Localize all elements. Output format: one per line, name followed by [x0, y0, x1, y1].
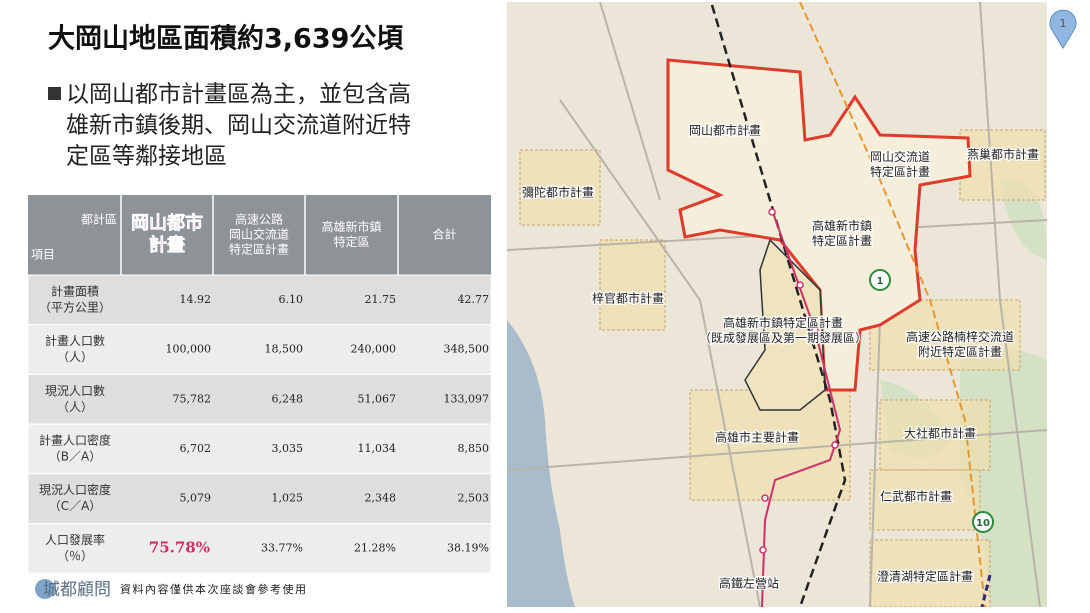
table-row-bg	[27, 324, 492, 375]
row-label: 計畫人口數	[45, 333, 105, 348]
table-cell: 42.77	[458, 293, 490, 306]
column-header: 合計	[432, 227, 456, 242]
corner-top: 都計區	[81, 212, 117, 227]
map-label: 仁武都市計畫	[880, 489, 952, 504]
row-label: 現況人口密度	[39, 482, 111, 497]
map	[507, 2, 1047, 607]
map-label: （既成發展區及第一期發展區）	[699, 330, 867, 345]
row-label: 人口發展率	[45, 532, 105, 547]
map-label: 高鐵左營站	[719, 576, 779, 591]
map-label: 澄清湖特定區計畫	[877, 569, 973, 584]
table-row-bg	[27, 373, 492, 425]
map-label: 燕巢都市計畫	[967, 147, 1039, 162]
table-cell: 2,348	[365, 492, 397, 505]
table-cell: 51,067	[358, 392, 397, 405]
row-label: 計畫面積	[51, 283, 99, 298]
table-cell: 21.75	[365, 293, 397, 306]
table-cell: 100,000	[166, 343, 212, 356]
table-cell: 6,702	[180, 442, 212, 455]
bullet-line: 雄新市鎮後期、岡山交流道附近特	[66, 113, 411, 139]
column-header-highlight: 岡山都市	[131, 212, 203, 234]
table-cell: 8,850	[458, 442, 490, 455]
table-cell: 2,503	[458, 492, 490, 505]
table-cell: 11,034	[358, 442, 397, 455]
column-header: 高速公路	[235, 212, 283, 227]
table-cell: 75,782	[173, 392, 212, 405]
row-label: （B／A）	[49, 449, 101, 463]
map-label: 高雄新市鎮	[812, 218, 872, 233]
bullet-line: 以岡山都市計畫區為主，並包含高	[66, 82, 411, 108]
map-label: 岡山都市計畫	[689, 123, 761, 138]
footer-note: 資料內容僅供本次座談會參考使用	[120, 582, 308, 596]
table-cell: 18,500	[265, 343, 304, 356]
table-cell: 38.19%	[447, 541, 489, 554]
logo-icon	[35, 579, 55, 599]
table-cell: 348,500	[444, 343, 490, 356]
page-number: 1	[1060, 17, 1067, 30]
column-header: 特定區	[333, 234, 369, 249]
map-label: 高雄市主要計畫	[715, 430, 799, 445]
corner-bottom: 項目	[31, 248, 55, 262]
column-header: 岡山交流道	[229, 227, 289, 242]
route-number: 1	[877, 276, 884, 287]
table-cell: 1,025	[272, 492, 304, 505]
row-label: （C／A）	[49, 499, 102, 513]
table-cell: 14.92	[180, 293, 212, 306]
table-cell: 6,248	[272, 392, 304, 405]
row-label: （％）	[57, 549, 93, 563]
table-header-bg	[28, 195, 491, 275]
table-row-bg	[27, 523, 492, 574]
table-cell: 6.10	[279, 293, 304, 306]
table-cell: 240,000	[351, 343, 397, 356]
map-label: 彌陀都市計畫	[522, 185, 594, 200]
page-pin	[1049, 9, 1077, 49]
map-label: 特定區計畫	[812, 233, 872, 248]
map-label: 高雄新市鎮特定區計畫	[723, 315, 843, 330]
title: 大岡山地區面積約3,639公頃	[48, 23, 403, 55]
table-row-bg	[27, 473, 492, 524]
table-cell-highlight: 75.78%	[149, 538, 210, 556]
bullet-line: 定區等鄰接地區	[66, 144, 227, 170]
table-cell: 5,079	[180, 492, 212, 505]
map-label: 大社都市計畫	[904, 426, 976, 441]
map-label: 附近特定區計畫	[918, 344, 1002, 359]
row-label: 現況人口數	[45, 383, 105, 398]
map-label: 特定區計畫	[870, 164, 930, 179]
row-label: 計畫人口密度	[39, 432, 111, 447]
bullet-marker	[48, 87, 61, 100]
route-number: 10	[976, 518, 990, 529]
row-label: （人）	[57, 400, 93, 414]
table-cell: 133,097	[444, 392, 490, 405]
column-header: 特定區計畫	[229, 242, 289, 257]
row-label: （人）	[57, 350, 93, 364]
table-row-bg	[27, 423, 492, 475]
logo-text: 城都顧問	[43, 580, 111, 600]
map-label: 岡山交流道	[870, 149, 930, 164]
column-header-highlight: 計畫	[149, 234, 185, 256]
map-label: 高速公路楠梓交流道	[906, 329, 1014, 344]
column-header: 高雄新市鎮	[321, 219, 381, 234]
row-label: （平方公里）	[39, 299, 111, 314]
table-cell: 33.77%	[261, 541, 303, 554]
table-cell: 21.28%	[354, 541, 396, 554]
table-cell: 3,035	[272, 442, 304, 455]
table-row-bg	[27, 274, 492, 326]
map-label: 梓官都市計畫	[592, 291, 664, 306]
